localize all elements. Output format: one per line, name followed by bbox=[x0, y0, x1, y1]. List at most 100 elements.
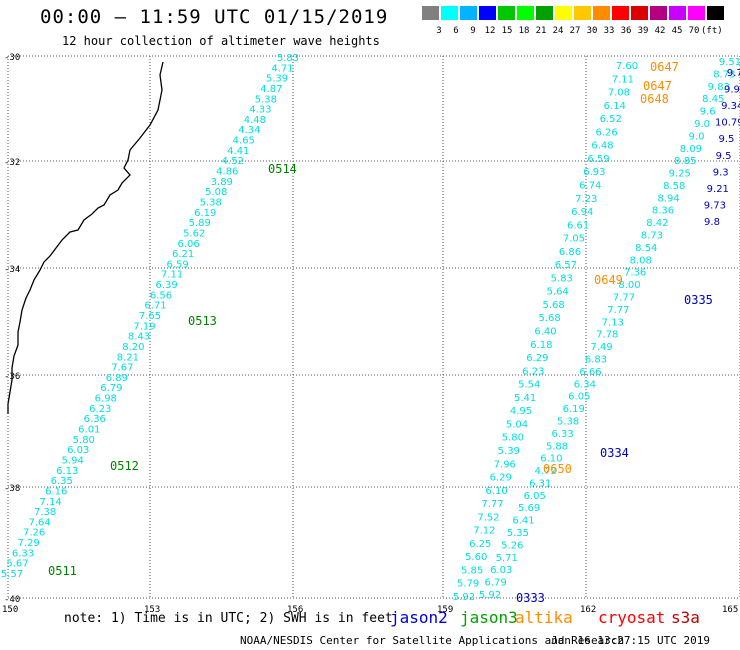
wave-height-value: 6.05 bbox=[568, 392, 590, 403]
wave-height-value: 7.11 bbox=[612, 74, 634, 85]
wave-height-value: 6.03 bbox=[490, 565, 512, 576]
wave-height-value: 5.85 bbox=[461, 566, 483, 577]
wave-height-value: 6.25 bbox=[469, 539, 491, 550]
wave-height-value: 6.36 bbox=[84, 414, 106, 425]
wave-height-value: 9.0 bbox=[689, 131, 705, 142]
wave-height-value: 8.20 bbox=[122, 342, 144, 353]
pass-number-label: 0514 bbox=[268, 162, 297, 176]
color-swatch bbox=[669, 6, 686, 20]
wave-height-value: 6.03 bbox=[67, 445, 89, 456]
lon-label: 150 bbox=[2, 605, 18, 615]
wave-height-value: 6.79 bbox=[484, 578, 506, 589]
wave-height-value: 4.52 bbox=[222, 156, 244, 167]
wave-height-value: 7.29 bbox=[17, 538, 39, 549]
wave-height-value: 9.5 bbox=[718, 134, 734, 145]
wave-height-value: 5.04 bbox=[506, 419, 528, 430]
wave-height-value: 6.33 bbox=[551, 429, 573, 440]
wave-height-value: 6.66 bbox=[579, 367, 601, 378]
pass-number-label: 0647 bbox=[650, 60, 679, 74]
wave-height-value: 6.18 bbox=[530, 340, 552, 351]
wave-height-value: 6.05 bbox=[524, 491, 546, 502]
wave-height-value: 6.57 bbox=[555, 260, 577, 271]
wave-height-value: 6.01 bbox=[78, 425, 100, 436]
wave-height-value: 5.39 bbox=[266, 74, 288, 85]
color-swatch bbox=[650, 6, 667, 20]
coastline bbox=[7, 61, 164, 414]
wave-height-value: 9.3 bbox=[713, 167, 729, 178]
wave-height-value: 7.19 bbox=[133, 321, 155, 332]
wave-height-value: 6.93 bbox=[583, 167, 605, 178]
pass-number-label: 0513 bbox=[188, 314, 217, 328]
color-swatch bbox=[707, 6, 724, 20]
color-scale-label: (ft) bbox=[701, 26, 723, 36]
wave-height-value: 4.87 bbox=[260, 84, 282, 95]
wave-height-value: 5.92 bbox=[479, 590, 501, 601]
wave-height-value: 4.34 bbox=[238, 125, 260, 136]
lat-label: -34 bbox=[4, 265, 20, 275]
color-swatch bbox=[498, 6, 515, 20]
wave-height-value: 4.72 bbox=[535, 466, 557, 477]
wave-height-value: 4.65 bbox=[233, 136, 255, 147]
color-scale-label: 3 bbox=[436, 26, 442, 36]
color-scale-label: 21 bbox=[535, 26, 547, 36]
color-swatch bbox=[536, 6, 553, 20]
lon-label: 165 bbox=[722, 605, 738, 615]
wave-height-value: 4.86 bbox=[216, 167, 238, 178]
color-scale-label: 6 bbox=[453, 26, 459, 36]
wave-height-value: 8.43 bbox=[128, 332, 150, 343]
wave-height-value: 6.94 bbox=[571, 207, 593, 218]
lat-label: -38 bbox=[4, 484, 20, 494]
wave-height-value: 7.26 bbox=[23, 528, 45, 539]
wave-height-value: 5.92 bbox=[453, 592, 475, 603]
wave-height-value: 7.12 bbox=[473, 526, 495, 537]
color-scale-label: 33 bbox=[603, 26, 615, 36]
color-scale-label: 9 bbox=[470, 26, 476, 36]
map-title: 00:00 – 11:59 UTC 01/15/2019 bbox=[40, 6, 389, 28]
wave-height-value: 5.71 bbox=[496, 553, 518, 564]
pass-number-label: 0650 bbox=[543, 462, 572, 476]
legend-item-jason2: jason2 bbox=[390, 608, 448, 627]
pass-number-label: 0333 bbox=[516, 591, 545, 605]
wave-height-value: 9.21 bbox=[707, 184, 729, 195]
wave-height-value: 6.13 bbox=[56, 466, 78, 477]
wave-height-value: 6.19 bbox=[563, 404, 585, 415]
wave-height-value: 4.41 bbox=[227, 146, 249, 157]
wave-height-value: 6.14 bbox=[604, 101, 626, 112]
wave-height-value: 5.68 bbox=[542, 300, 564, 311]
wave-height-value: 7.11 bbox=[161, 270, 183, 281]
wave-height-value: 8.09 bbox=[680, 144, 702, 155]
wave-height-value: 5.69 bbox=[518, 503, 540, 514]
color-scale-label: 30 bbox=[586, 26, 598, 36]
wave-height-value: 6.40 bbox=[534, 327, 556, 338]
color-swatch bbox=[441, 6, 458, 20]
legend-item-altika: altika bbox=[515, 608, 573, 627]
wave-height-value: 5.89 bbox=[189, 218, 211, 229]
wave-height-value: 6.26 bbox=[595, 127, 617, 138]
wave-height-value: 9.5 bbox=[716, 151, 732, 162]
color-scale-label: 42 bbox=[654, 26, 666, 36]
wave-height-value: 7.60 bbox=[616, 61, 638, 72]
wave-height-value: 7.38 bbox=[34, 507, 56, 518]
map-subtitle: 12 hour collection of altimeter wave hei… bbox=[62, 34, 380, 48]
wave-height-value: 9.25 bbox=[669, 169, 691, 180]
wave-height-value: 5.80 bbox=[502, 433, 524, 444]
wave-height-value: 8.36 bbox=[652, 206, 674, 217]
lon-label: 156 bbox=[287, 605, 303, 615]
color-scale-label: 39 bbox=[637, 26, 649, 36]
wave-height-value: 7.05 bbox=[563, 234, 585, 245]
wave-height-value: 6.79 bbox=[100, 383, 122, 394]
wave-height-value: 5.80 bbox=[73, 435, 95, 446]
wave-height-value: 4.95 bbox=[510, 406, 532, 417]
pass-number-label: 0512 bbox=[110, 459, 139, 473]
wave-height-value: 6.59 bbox=[166, 259, 188, 270]
color-swatch bbox=[593, 6, 610, 20]
color-scale-label: 70 bbox=[688, 26, 700, 36]
wave-height-value: 5.38 bbox=[557, 417, 579, 428]
wave-height-value: 5.88 bbox=[546, 441, 568, 452]
wave-height-value: 5.38 bbox=[255, 94, 277, 105]
legend-item-jason3: jason3 bbox=[460, 608, 518, 627]
wave-height-value: 5.41 bbox=[514, 393, 536, 404]
lat-label: -30 bbox=[4, 53, 20, 63]
wave-height-value: 6.48 bbox=[591, 141, 613, 152]
